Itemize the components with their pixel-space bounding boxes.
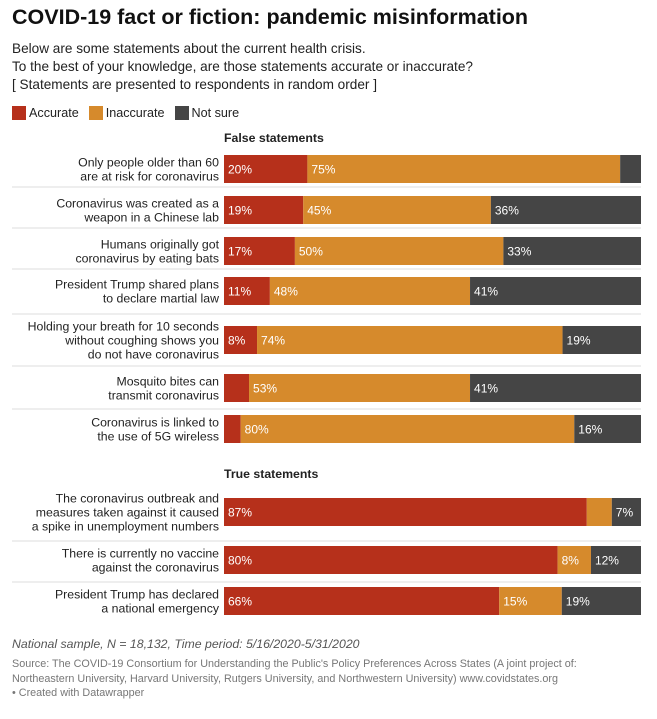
- bar-segment: [470, 374, 641, 402]
- bar-segment: [224, 237, 295, 265]
- bar-value-label: 87%: [228, 506, 252, 520]
- bar-segment: [503, 237, 641, 265]
- bar-segment: [620, 155, 641, 183]
- row-label: There is currently no vaccine against the…: [62, 547, 219, 575]
- bar-segment: [257, 326, 563, 354]
- legend-label: Inaccurate: [105, 106, 165, 120]
- bar-value-label: 16%: [578, 423, 602, 437]
- bar-value-label: 33%: [507, 245, 531, 259]
- bar-segment: [561, 587, 641, 615]
- row-label: Holding your breath for 10 seconds withou…: [28, 320, 220, 362]
- row-label: Only people older than 60 are at risk for…: [78, 156, 219, 184]
- bar-segment: [294, 237, 504, 265]
- source-credit: Source: The COVID-19 Consortium for Unde…: [12, 657, 577, 701]
- bar-value-label: 11%: [228, 285, 251, 299]
- bar-segment: [224, 155, 308, 183]
- bar-segment: [224, 374, 250, 402]
- bar-segment: [590, 546, 641, 574]
- legend-swatch-not-sure: [174, 106, 189, 120]
- bar-segment: [490, 196, 641, 224]
- bar-segment: [470, 277, 641, 305]
- bar-value-label: 17%: [228, 245, 252, 259]
- bar-segment: [303, 196, 491, 224]
- row-label: Humans originally got coronavirus by eati…: [75, 238, 219, 266]
- subtitle-line: Below are some statements about the curr…: [12, 41, 366, 56]
- row-label: President Trump has declared a national e…: [55, 588, 220, 616]
- bar-value-label: 75%: [311, 163, 335, 177]
- chart-title: COVID-19 fact or fiction: pandemic misin…: [12, 5, 529, 29]
- bar-segment: [224, 587, 500, 615]
- bar-value-label: 12%: [595, 554, 619, 568]
- row-label: Coronavirus was created as a weapon in a …: [56, 197, 219, 225]
- bar-segment: [224, 498, 587, 526]
- bar-segment: [224, 546, 558, 574]
- bar-value-label: 19%: [567, 334, 591, 348]
- bar-segment: [307, 155, 621, 183]
- row-label: The coronavirus outbreak and measures tak…: [32, 492, 219, 534]
- bar-segment: [224, 196, 304, 224]
- subtitle-line: To the best of your knowledge, are those…: [12, 59, 473, 74]
- row-label: Mosquito bites can transmit coronavirus: [108, 375, 219, 403]
- bar-segment: [224, 326, 258, 354]
- bar-segment: [586, 498, 612, 526]
- legend-item-accurate: Accurate: [12, 106, 79, 120]
- legend-label: Not sure: [191, 106, 240, 120]
- legend-swatch-accurate: [12, 106, 26, 120]
- legend-item-not-sure: Not sure: [174, 106, 240, 120]
- bar-value-label: 50%: [299, 245, 323, 259]
- subtitle-line: [ Statements are presented to respondent…: [12, 77, 377, 92]
- bar-segment: [574, 415, 641, 443]
- legend-swatch-inaccurate: [88, 106, 103, 120]
- bar-value-label: 48%: [274, 285, 298, 299]
- bar-segment: [557, 546, 591, 574]
- legend: Accurate Inaccurate Not sure: [12, 106, 249, 120]
- legend-label: Accurate: [29, 106, 79, 120]
- stacked-bar-chart: False statements 20% 75% Only people older …: [12, 131, 641, 616]
- bar-value-label: 20%: [228, 163, 252, 177]
- bar-value-label: 19%: [566, 595, 590, 609]
- bar-value-label: 53%: [253, 382, 277, 396]
- legend-item-inaccurate: Inaccurate: [88, 106, 165, 120]
- bar-value-label: 80%: [228, 554, 252, 568]
- bar-segment: [269, 277, 471, 305]
- bar-value-label: 36%: [495, 204, 519, 218]
- chart-subtitle: Below are some statements about the curr…: [12, 40, 473, 94]
- row-label: Coronavirus is linked to the use of 5G wi…: [91, 416, 219, 444]
- bar-value-label: 7%: [616, 506, 634, 520]
- bar-segment: [611, 498, 641, 526]
- bar-value-label: 8%: [562, 554, 580, 568]
- source-line: • Created with Datawrapper: [12, 687, 145, 699]
- bar-value-label: 8%: [228, 334, 246, 348]
- bar-value-label: 15%: [503, 595, 527, 609]
- bar-value-label: 66%: [228, 595, 252, 609]
- bar-segment: [240, 415, 575, 443]
- bar-segment: [499, 587, 562, 615]
- bar-segment: [562, 326, 641, 354]
- group-header: True statements: [224, 467, 318, 481]
- row-label: President Trump shared plans to declare m…: [55, 278, 219, 306]
- bar-value-label: 45%: [307, 204, 331, 218]
- source-line: Source: The COVID-19 Consortium for Unde…: [12, 658, 577, 670]
- bar-value-label: 41%: [474, 285, 498, 299]
- bar-value-label: 80%: [245, 423, 269, 437]
- source-line: Northeastern University, Harvard Univers…: [12, 672, 559, 685]
- bar-value-label: 41%: [474, 382, 498, 396]
- bar-value-label: 74%: [261, 334, 285, 348]
- group-header: False statements: [224, 131, 324, 145]
- bar-segment: [224, 415, 241, 443]
- bar-segment: [249, 374, 471, 402]
- bar-value-label: 19%: [228, 204, 252, 218]
- sample-note: National sample, N = 18,132, Time period…: [12, 637, 360, 651]
- bar-segment: [224, 277, 270, 305]
